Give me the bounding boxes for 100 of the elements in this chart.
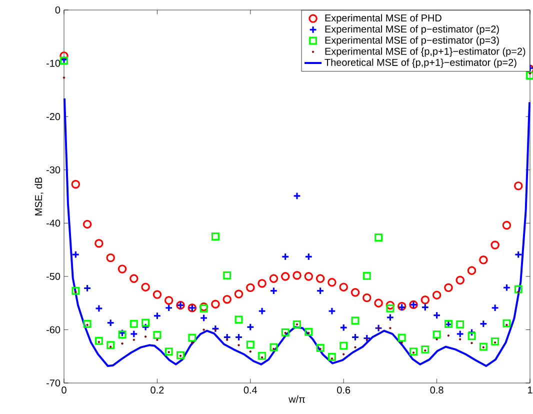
point	[269, 274, 278, 283]
point	[164, 304, 173, 312]
point	[83, 320, 92, 328]
y-tick-label: -10	[46, 60, 60, 67]
x-tick-label: 0.4	[244, 386, 258, 394]
point	[270, 286, 278, 295]
x-tick-label: 0	[62, 386, 66, 394]
point	[280, 272, 290, 281]
y-tick-label: -60	[46, 326, 60, 334]
x-tick-label: 0.8	[430, 386, 444, 394]
line-series	[63, 97, 531, 367]
point	[258, 307, 266, 316]
point	[432, 330, 441, 338]
point	[340, 324, 348, 332]
y-tick-label: -40	[46, 220, 60, 227]
point	[328, 352, 336, 361]
point	[71, 180, 80, 189]
point	[130, 330, 138, 338]
point	[304, 272, 314, 281]
point	[106, 253, 115, 262]
point	[94, 304, 103, 312]
point	[374, 324, 383, 332]
point	[141, 282, 150, 292]
point	[106, 318, 115, 327]
point	[316, 286, 324, 295]
point	[222, 294, 232, 304]
point	[223, 333, 232, 342]
point	[420, 295, 430, 304]
point	[479, 320, 488, 328]
point	[94, 239, 104, 248]
point	[142, 318, 150, 327]
point	[176, 351, 184, 360]
point	[130, 320, 138, 328]
point	[339, 282, 348, 292]
point	[386, 304, 394, 312]
point	[270, 343, 278, 352]
point	[491, 337, 500, 346]
legend-label: Experimental MSE of PHD	[325, 14, 442, 24]
y-axis-title: MSE, dB	[34, 177, 44, 216]
point	[432, 311, 441, 320]
point	[293, 320, 301, 328]
point	[340, 342, 348, 350]
point	[514, 181, 523, 190]
point	[258, 278, 266, 288]
point	[211, 324, 220, 333]
point	[246, 323, 254, 332]
point	[421, 345, 430, 354]
x-tick-label: 0.2	[150, 386, 164, 394]
point	[211, 300, 220, 309]
point	[142, 323, 150, 332]
point	[456, 330, 464, 338]
point	[234, 316, 243, 324]
point	[188, 334, 196, 342]
point	[153, 312, 162, 320]
point	[386, 300, 395, 310]
point	[328, 307, 336, 316]
point	[281, 252, 290, 261]
x-tick-label: 0.6	[337, 386, 350, 394]
point	[292, 270, 302, 280]
point	[130, 274, 138, 283]
y-tick-label: -20	[46, 113, 60, 120]
point	[444, 283, 453, 292]
point	[351, 333, 360, 342]
point	[526, 72, 533, 80]
y-tick-label: -50	[46, 272, 60, 280]
legend-label: Experimental MSE of {p,p+1}−estimator (p=2)	[325, 47, 526, 57]
point	[200, 314, 208, 322]
point	[316, 344, 324, 352]
y-tick-label: -30	[46, 166, 60, 174]
point	[514, 250, 522, 259]
point	[468, 332, 476, 340]
point	[351, 316, 360, 325]
point	[82, 220, 92, 229]
point	[211, 232, 220, 240]
point	[164, 348, 173, 356]
legend-label: Experimental MSE of p−estimator (p=2)	[325, 25, 499, 35]
point	[456, 320, 464, 328]
point	[362, 272, 371, 280]
point	[386, 313, 394, 322]
x-tick-label: 1	[528, 386, 532, 394]
point	[72, 250, 80, 259]
point	[490, 240, 500, 250]
point	[362, 293, 372, 302]
point	[398, 334, 406, 342]
point	[164, 296, 174, 305]
point	[246, 340, 254, 349]
point	[502, 319, 511, 328]
point	[362, 334, 371, 342]
point	[83, 284, 92, 292]
point	[514, 285, 522, 294]
point	[246, 283, 255, 292]
point	[479, 342, 488, 351]
point	[293, 192, 301, 200]
y-tick-label: 0	[55, 6, 60, 14]
point	[456, 276, 464, 285]
y-tick-label: -70	[46, 379, 60, 387]
point	[106, 341, 115, 350]
point	[502, 220, 512, 230]
point	[316, 274, 325, 283]
point	[410, 348, 418, 356]
